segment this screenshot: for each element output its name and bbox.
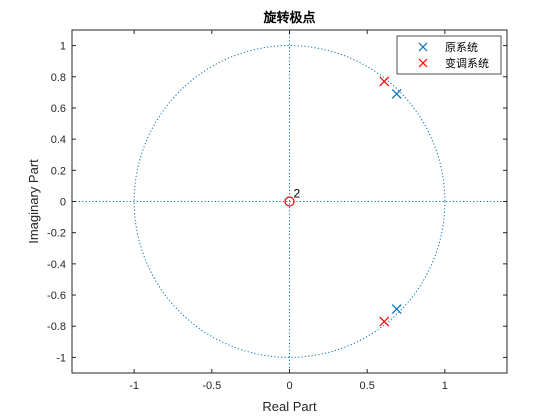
x-tick-label: 0 xyxy=(286,380,292,392)
x-stroke xyxy=(418,58,428,68)
x-stroke xyxy=(391,304,402,315)
x-stroke xyxy=(379,316,390,327)
y-tick-label: -0.8 xyxy=(47,321,66,333)
y-tick-label: 0.4 xyxy=(51,134,66,146)
y-axis-label: Imaginary Part xyxy=(26,159,41,244)
x-stroke xyxy=(418,42,428,52)
y-tick-label: 0.8 xyxy=(51,72,66,84)
data-marks: 2 xyxy=(284,76,402,327)
zero-marker xyxy=(284,196,295,207)
zero-multiplicity-label: 2 xyxy=(294,187,301,201)
legend-box xyxy=(396,35,502,75)
x-tick-label: -1 xyxy=(129,380,139,392)
x-tick-label: -0.5 xyxy=(202,380,221,392)
pole-marker xyxy=(391,304,402,315)
x-tick-label: 0.5 xyxy=(360,380,375,392)
y-tick-label: -0.4 xyxy=(47,259,66,271)
y-tick-label: 0.2 xyxy=(51,165,66,177)
y-tick-label: -0.2 xyxy=(47,228,66,240)
x-axis-label: Real Part xyxy=(262,399,317,414)
pole-marker xyxy=(391,88,402,99)
chart-title: 旋转极点 xyxy=(262,10,315,26)
reference-lines xyxy=(72,30,507,373)
legend-label: 原系统 xyxy=(445,41,478,54)
legend-marker xyxy=(418,42,428,52)
legend-marker xyxy=(418,58,428,68)
y-tick-label: 0.6 xyxy=(51,103,66,115)
pole-marker xyxy=(379,316,390,327)
x-stroke xyxy=(379,76,390,87)
axes-box xyxy=(71,29,508,374)
y-tick-label: 0 xyxy=(60,197,66,209)
unit-circle xyxy=(133,45,446,358)
y-tick-label: -1 xyxy=(56,352,66,364)
legend-label: 变调系统 xyxy=(445,56,489,70)
axis-ticks: -1 -0.5 0 0.5 1 1 0.8 0.6 0.4 0.2 0 -0.2 -0.4 -0.6 -0.… xyxy=(47,30,507,392)
y-tick-label: -0.6 xyxy=(47,290,66,302)
x-tick-label: 1 xyxy=(442,380,448,392)
y-tick-label: 1 xyxy=(60,41,66,53)
x-stroke xyxy=(391,88,402,99)
pole-marker xyxy=(379,76,390,87)
